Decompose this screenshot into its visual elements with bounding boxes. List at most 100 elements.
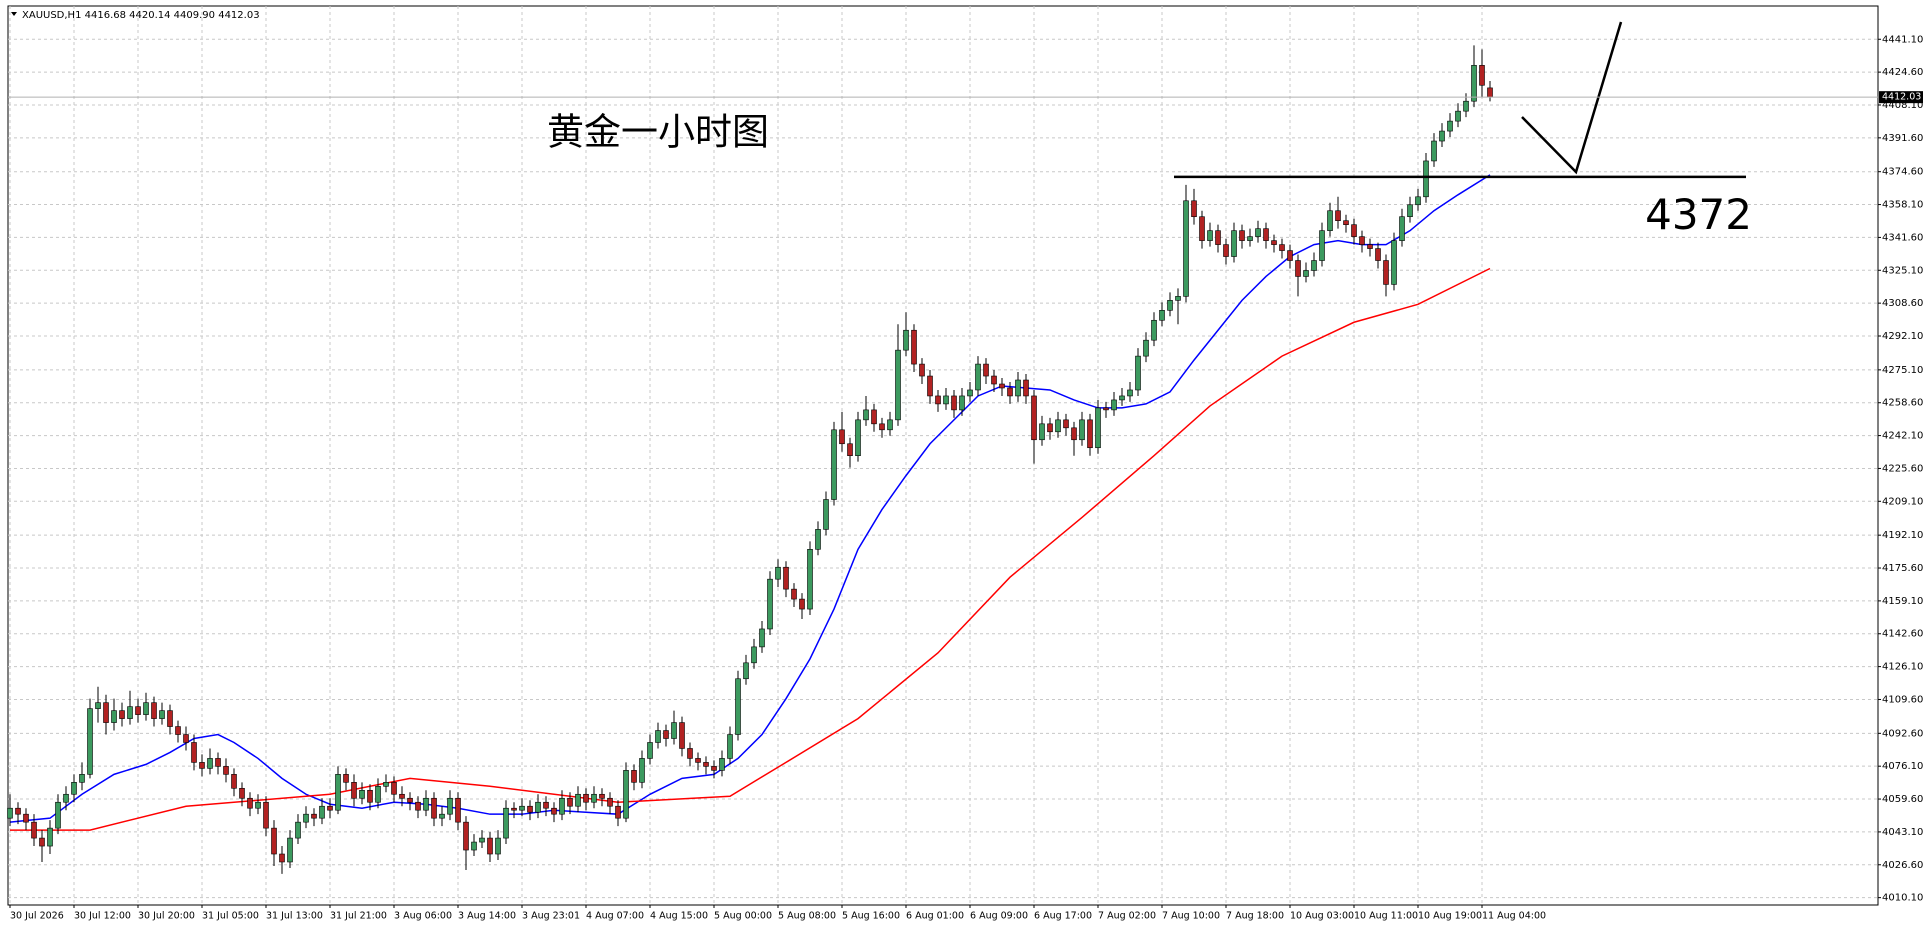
candle-body xyxy=(159,710,165,719)
y-tick-label: 4408.10 xyxy=(1882,100,1923,111)
x-tick-label: 5 Aug 16:00 xyxy=(842,911,900,922)
x-tick-label: 3 Aug 23:01 xyxy=(522,911,580,922)
candle-body xyxy=(375,786,381,803)
candle-body xyxy=(263,801,269,829)
candle-body xyxy=(175,726,181,735)
candle-body xyxy=(703,762,709,767)
candle-body xyxy=(1295,260,1301,277)
candle-body xyxy=(1143,339,1149,357)
candle-body xyxy=(439,813,445,819)
x-tick-label: 3 Aug 06:00 xyxy=(394,911,452,922)
candle-body xyxy=(1335,210,1341,221)
candle-body xyxy=(831,429,837,500)
candle-body xyxy=(327,805,333,811)
candle-body xyxy=(943,395,949,405)
candle-body xyxy=(1471,65,1477,102)
candle-body xyxy=(103,702,109,723)
candle-body xyxy=(1407,204,1413,218)
y-tick-label: 4059.60 xyxy=(1882,794,1923,805)
candle-body xyxy=(519,805,525,811)
candle-body xyxy=(1079,419,1085,441)
y-tick-label: 4341.60 xyxy=(1882,232,1923,243)
candle-body xyxy=(599,793,605,799)
candle-body xyxy=(967,389,973,397)
x-tick-label: 11 Aug 04:00 xyxy=(1482,911,1546,922)
candle-body xyxy=(1215,230,1221,245)
y-tick-label: 4026.60 xyxy=(1882,860,1923,871)
candle-body xyxy=(959,395,965,411)
candle-body xyxy=(79,774,85,783)
candle-body xyxy=(775,566,781,580)
candle-body xyxy=(567,797,573,807)
candle-body xyxy=(847,443,853,456)
candle-body xyxy=(823,499,829,530)
candle-body xyxy=(1239,230,1245,241)
x-tick-label: 7 Aug 02:00 xyxy=(1098,911,1156,922)
candle-body xyxy=(551,807,557,815)
candle-body xyxy=(1063,419,1069,429)
candle-body xyxy=(727,734,733,759)
candle-body xyxy=(1455,110,1461,122)
x-tick-label: 30 Jul 12:00 xyxy=(74,911,131,922)
y-tick-label: 4325.10 xyxy=(1882,265,1923,276)
candle-body xyxy=(871,409,877,425)
candle-body xyxy=(1271,240,1277,245)
header: XAUUSD,H1 4416.68 4420.14 4409.90 4412.0… xyxy=(22,10,260,21)
candle-body xyxy=(495,837,501,855)
x-tick-label: 31 Jul 13:00 xyxy=(266,911,323,922)
y-tick-label: 4092.60 xyxy=(1882,728,1923,739)
candle-body xyxy=(975,363,981,391)
candle-body xyxy=(1015,379,1021,397)
candle-body xyxy=(895,349,901,421)
plot-frame xyxy=(7,5,1879,906)
x-tick-label: 6 Aug 17:00 xyxy=(1034,911,1092,922)
x-tick-label: 6 Aug 01:00 xyxy=(906,911,964,922)
candle-body xyxy=(631,770,637,783)
candle-body xyxy=(839,429,845,445)
candle-body xyxy=(1311,260,1317,271)
candle-body xyxy=(1135,355,1141,391)
candle-body xyxy=(407,797,413,803)
candle-body xyxy=(1175,296,1181,301)
x-tick-label: 30 Jul 20:00 xyxy=(138,911,195,922)
candle-body xyxy=(799,598,805,610)
candle-body xyxy=(647,742,653,759)
y-tick-label: 4308.60 xyxy=(1882,298,1923,309)
candle-body xyxy=(511,807,517,811)
candle-body xyxy=(1399,216,1405,241)
candle-body xyxy=(47,827,53,847)
candle-body xyxy=(119,710,125,719)
candle-body xyxy=(1303,270,1309,277)
candle-body xyxy=(999,383,1005,389)
candle-body xyxy=(271,827,277,855)
candle-body xyxy=(255,801,261,809)
x-tick-label: 7 Aug 10:00 xyxy=(1162,911,1220,922)
candle-body xyxy=(23,813,29,823)
y-tick-label: 4275.10 xyxy=(1882,365,1923,376)
candle-body xyxy=(207,758,213,769)
candle-body xyxy=(1023,379,1029,397)
candle-body xyxy=(351,782,357,799)
candle-body xyxy=(663,730,669,739)
y-tick-label: 4126.10 xyxy=(1882,662,1923,673)
candle-body xyxy=(383,782,389,787)
y-tick-label: 4109.60 xyxy=(1882,694,1923,705)
candle-body xyxy=(239,787,245,799)
candle-body xyxy=(919,363,925,377)
candle-body xyxy=(1351,224,1357,237)
y-tick-label: 4391.60 xyxy=(1882,133,1923,144)
x-tick-label: 30 Jul 2026 xyxy=(10,911,64,922)
candle-body xyxy=(1207,230,1213,241)
candle-body xyxy=(15,807,21,815)
moving-average xyxy=(9,174,1491,823)
candle-body xyxy=(719,758,725,771)
candle-body xyxy=(903,329,909,351)
candle-body xyxy=(1463,100,1469,112)
y-tick-label: 4159.10 xyxy=(1882,596,1923,607)
candle-body xyxy=(455,797,461,823)
candle-body xyxy=(87,708,93,775)
x-tick-label: 31 Jul 05:00 xyxy=(202,911,259,922)
candle-body xyxy=(1103,407,1109,411)
candle-body xyxy=(479,837,485,843)
